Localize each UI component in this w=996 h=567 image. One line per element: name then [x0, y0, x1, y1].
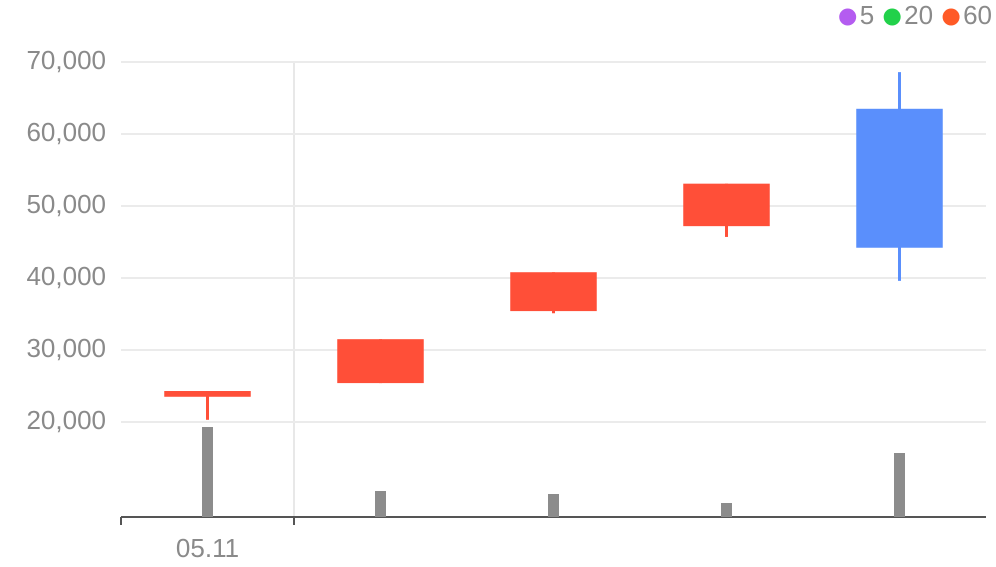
y-tick-label: 40,000	[26, 261, 106, 291]
y-tick-label: 30,000	[26, 333, 106, 363]
y-tick-label: 20,000	[26, 405, 106, 435]
volume-bar	[375, 491, 386, 517]
candle-body	[510, 272, 597, 312]
volume-bar	[894, 453, 905, 517]
volume-bar	[202, 427, 213, 517]
legend-swatch	[883, 8, 901, 26]
legend-swatch	[839, 8, 857, 26]
candle-body	[164, 391, 251, 397]
volume-bar	[721, 503, 732, 517]
y-tick-label: 70,000	[26, 45, 106, 75]
candle-body	[683, 183, 770, 227]
legend-swatch	[942, 8, 960, 26]
y-tick-label: 60,000	[26, 117, 106, 147]
legend-label: 60	[963, 0, 992, 30]
volume-bar	[548, 494, 559, 517]
y-tick-label: 50,000	[26, 189, 106, 219]
x-tick-label: 05.11	[176, 533, 239, 563]
candle-body	[856, 108, 943, 248]
legend-label: 5	[860, 0, 874, 30]
candle-body	[337, 339, 424, 384]
legend-label: 20	[904, 0, 933, 30]
